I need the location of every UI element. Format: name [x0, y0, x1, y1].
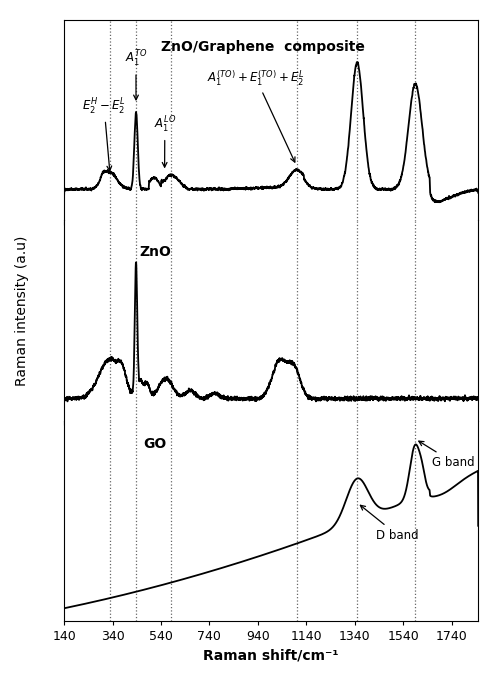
Text: $A_1^{(TO)}+E_1^{(TO)}+E_2^L$: $A_1^{(TO)}+E_1^{(TO)}+E_2^L$ [207, 68, 305, 162]
Text: G band: G band [419, 441, 475, 469]
Text: $E_2^H - E_2^L$: $E_2^H - E_2^L$ [82, 97, 126, 171]
Text: ZnO/Graphene  composite: ZnO/Graphene composite [161, 40, 365, 54]
Text: GO: GO [143, 437, 167, 451]
Text: D band: D band [360, 506, 419, 542]
Text: $A_1^{TO}$: $A_1^{TO}$ [125, 49, 147, 100]
X-axis label: Raman shift/cm⁻¹: Raman shift/cm⁻¹ [204, 649, 339, 663]
Text: ZnO: ZnO [139, 244, 171, 259]
Text: Raman intensity (a.u): Raman intensity (a.u) [15, 236, 29, 385]
Text: $A_1^{LO}$: $A_1^{LO}$ [154, 115, 176, 167]
